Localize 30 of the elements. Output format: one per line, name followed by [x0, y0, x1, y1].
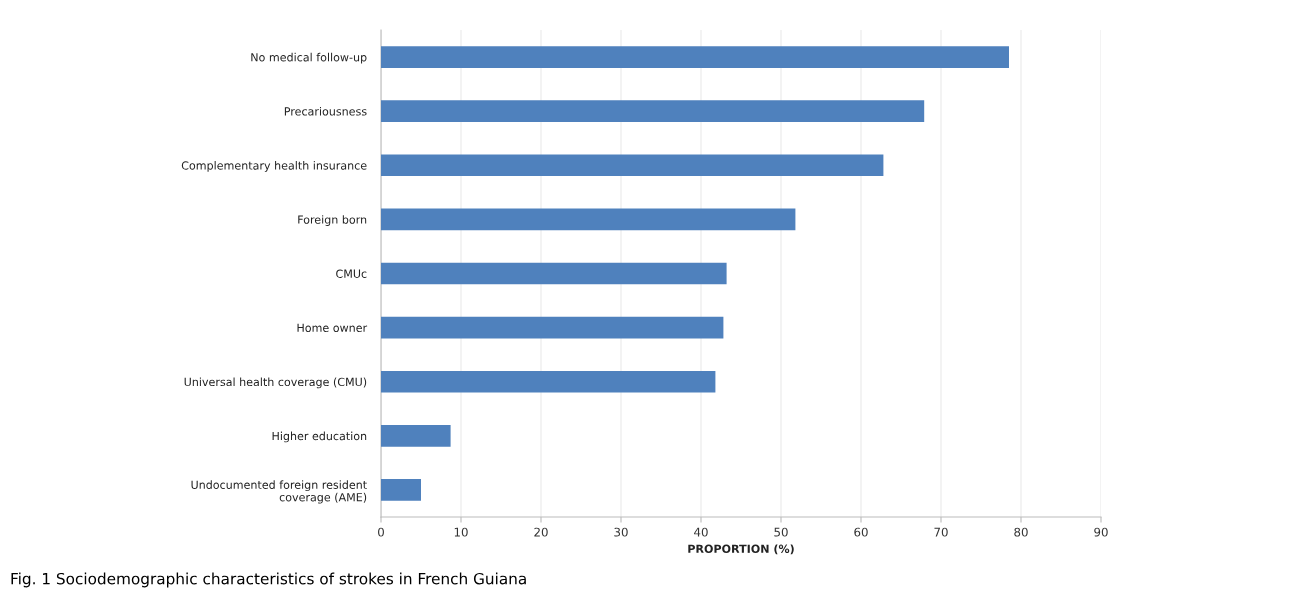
bar [381, 425, 451, 447]
bar [381, 100, 925, 122]
y-tick-label: Precariousness [284, 106, 367, 116]
x-tick-label: 10 [454, 527, 468, 537]
y-tick-label: CMUc [336, 269, 367, 278]
x-tick-label: 40 [694, 527, 708, 537]
bar [381, 316, 724, 339]
x-tick-label: 20 [534, 527, 548, 537]
x-tick-label: 30 [614, 527, 628, 537]
bar [381, 479, 421, 501]
x-tick-label: 80 [1014, 527, 1028, 537]
y-tick-label: Higher education [272, 431, 367, 443]
bar [381, 46, 1009, 68]
x-tick-label: 60 [854, 527, 868, 537]
y-tick-label: Complementary health insurance [181, 161, 367, 172]
bar [381, 262, 727, 285]
y-tick-label: No medical follow-up [251, 52, 367, 64]
y-tick-label: Universal health coverage (CMU) [184, 377, 367, 389]
y-tick-label: Foreign born [298, 215, 367, 226]
x-tick-label: 50 [774, 527, 788, 537]
caption: Fig. 1 Sociodemographic characteristics of strokes in French Guiana [11, 572, 526, 588]
x-axis-title: PROPORTION (%) [688, 544, 794, 555]
y-tick-label: Home owner [297, 323, 368, 332]
bar [381, 154, 884, 177]
y-tick-label: Undocumented foreign resident coverage (AME) [191, 480, 367, 504]
bar [381, 370, 716, 393]
x-tick-label: 0 [378, 527, 384, 537]
bar [381, 208, 796, 231]
x-tick-label: 90 [1094, 527, 1108, 537]
x-tick-label: 70 [934, 527, 948, 537]
